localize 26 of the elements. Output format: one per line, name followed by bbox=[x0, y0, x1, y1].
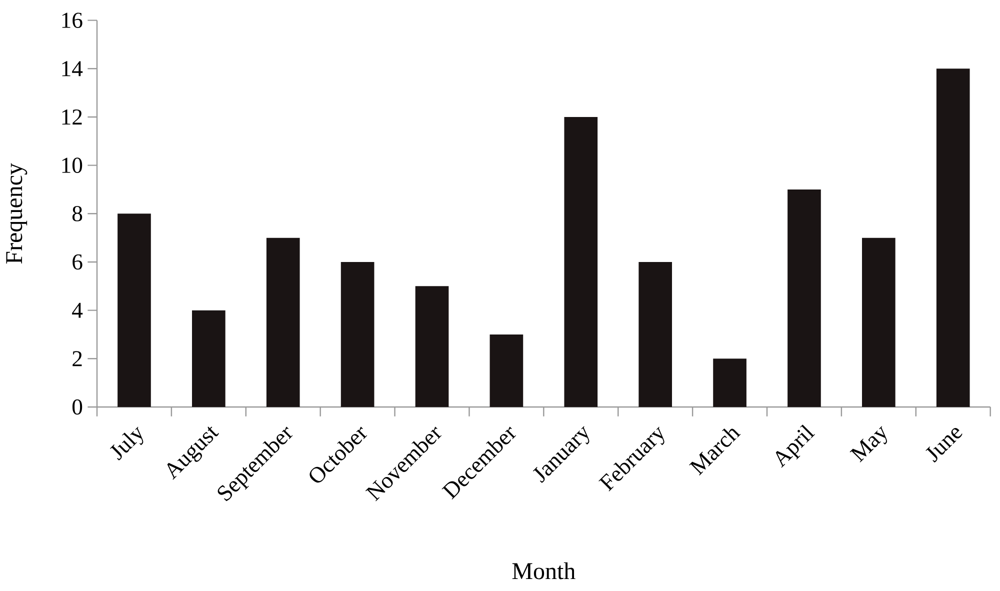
bar bbox=[936, 68, 970, 407]
bar bbox=[118, 214, 151, 407]
bar bbox=[266, 238, 300, 407]
y-tick-label: 14 bbox=[62, 61, 83, 76]
bar bbox=[192, 310, 226, 407]
y-tick-label: 6 bbox=[72, 254, 82, 270]
y-tick-label: 4 bbox=[72, 302, 83, 318]
y-tick-label: 10 bbox=[62, 158, 82, 173]
bar bbox=[564, 116, 598, 407]
y-tick-label: 12 bbox=[62, 109, 82, 124]
x-axis-title: Month bbox=[512, 562, 576, 580]
y-tick-label: 16 bbox=[62, 12, 82, 28]
bar bbox=[415, 286, 449, 407]
bar bbox=[340, 262, 374, 407]
x-tick-label: June bbox=[926, 428, 962, 462]
bar bbox=[862, 238, 896, 407]
x-tick-label: July bbox=[110, 426, 144, 460]
bar bbox=[713, 358, 746, 407]
bar bbox=[638, 262, 672, 407]
y-tick-label: 0 bbox=[72, 399, 82, 415]
y-tick-label: 2 bbox=[72, 351, 82, 366]
bar bbox=[490, 334, 524, 407]
y-tick-label: 8 bbox=[72, 206, 82, 222]
bar bbox=[788, 189, 821, 407]
x-tick-label: May bbox=[850, 426, 887, 462]
y-axis-title: Frequency bbox=[6, 163, 28, 264]
